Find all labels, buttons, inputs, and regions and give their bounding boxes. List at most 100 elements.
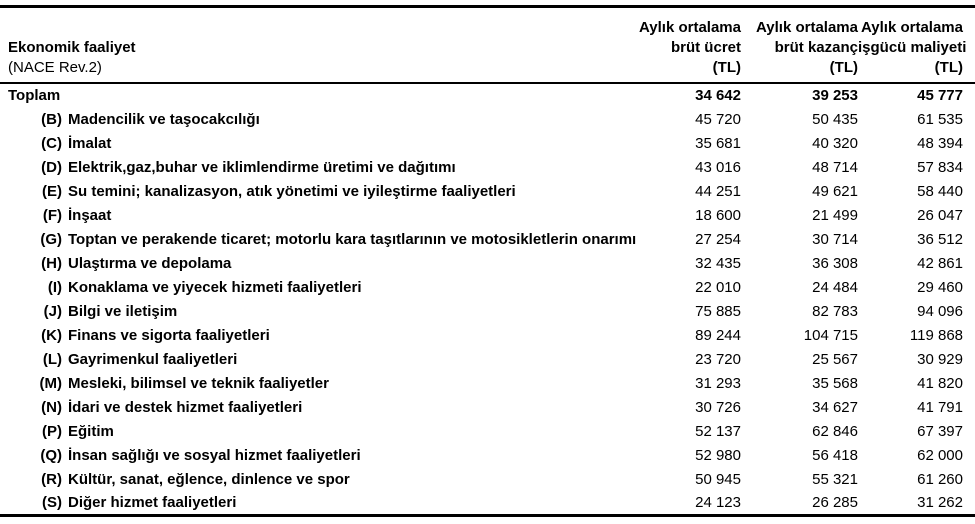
sector-code: (J) [43,302,62,320]
sector-label: Diğer hizmet faaliyetleri [68,493,237,511]
activity-cell: (L) Gayrimenkul faaliyetleri [0,347,624,371]
gross-earnings-value: 21 499 [812,206,858,224]
header-col1-line1: Aylık ortalama [639,19,741,36]
sector-code: (N) [41,398,62,416]
labour-cost-value: 31 262 [917,493,963,511]
gross-wage-value: 31 293 [695,374,741,392]
labour-cost-value: 30 929 [917,350,963,368]
labour-cost-value: 67 397 [917,422,963,440]
activity-cell: (G) Toptan ve perakende ticaret; motorlu … [0,227,636,251]
gross-wage-value: 22 010 [695,278,741,296]
activity-cell: (E) Su temini; kanalizasyon, atık yönetim… [0,179,624,203]
gross-wage-value: 24 123 [695,493,741,511]
gross-earnings-value: 55 321 [812,470,858,488]
sector-label: Elektrik,gaz,buhar ve iklimlendirme üret… [68,158,456,176]
sector-code: (D) [41,158,62,176]
sector-code: (B) [41,110,62,128]
table-row: (N) İdari ve destek hizmet faaliyetleri 3… [0,395,975,419]
labour-cost-value: 94 096 [917,302,963,320]
sector-label: Su temini; kanalizasyon, atık yönetimi v… [68,182,516,200]
sector-label: Madencilik ve taşocakcılığı [68,110,260,128]
sector-code: (G) [40,230,62,248]
table-row: (C) İmalat 35 681 40 320 48 394 [0,131,975,155]
labour-cost-value: 61 260 [917,470,963,488]
gross-earnings-value: 82 783 [812,302,858,320]
sector-label: Konaklama ve yiyecek hizmeti faaliyetler… [68,278,362,296]
gross-earnings-value: 49 621 [812,182,858,200]
sector-code: (S) [42,493,62,511]
gross-wage-value: 23 720 [695,350,741,368]
gross-earnings-value: 35 568 [812,374,858,392]
table-row: (F) İnşaat 18 600 21 499 26 047 [0,203,975,227]
header-col1-line3: (TL) [712,59,741,76]
header-col-labour-cost: Aylık ortalama işgücü maliyeti (TL) [858,6,975,84]
labour-cost-value: 29 460 [917,278,963,296]
header-col2-line3: (TL) [829,59,858,76]
sector-code: (K) [41,326,62,344]
labour-cost-value: 42 861 [917,254,963,272]
sector-code: (C) [41,134,62,152]
table-row: (R) Kültür, sanat, eğlence, dinlence ve s… [0,467,975,491]
sector-code: (E) [42,182,62,200]
header-col-gross-earnings: Aylık ortalama brüt kazanç (TL) [741,6,858,84]
gross-earnings-value: 24 484 [812,278,858,296]
gross-wage-value: 44 251 [695,182,741,200]
gross-wage-value: 45 720 [695,110,741,128]
activity-cell: (K) Finans ve sigorta faaliyetleri [0,323,624,347]
gross-wage-value: 50 945 [695,470,741,488]
table-row: Toplam 34 642 39 253 45 777 [0,83,975,107]
table-row: (H) Ulaştırma ve depolama 32 435 36 308 4… [0,251,975,275]
labour-cost-value: 61 535 [917,110,963,128]
gross-earnings-value: 34 627 [812,398,858,416]
header-economic-activity: Ekonomik faaliyet (NACE Rev.2) [0,6,624,84]
activity-cell: (B) Madencilik ve taşocakcılığı [0,107,624,131]
labour-cost-value: 62 000 [917,446,963,464]
sector-label: Ulaştırma ve depolama [68,254,232,272]
gross-earnings-value: 50 435 [812,110,858,128]
labour-cost-value: 58 440 [917,182,963,200]
activity-cell: (Q) İnsan sağlığı ve sosyal hizmet faaliy… [0,443,624,467]
header-activity-subtitle: (NACE Rev.2) [8,59,102,76]
table-row: (E) Su temini; kanalizasyon, atık yönetim… [0,179,975,203]
table-row: (M) Mesleki, bilimsel ve teknik faaliyetl… [0,371,975,395]
header-col2-line1: Aylık ortalama [756,19,858,36]
table-row: (D) Elektrik,gaz,buhar ve iklimlendirme ü… [0,155,975,179]
activity-cell: (M) Mesleki, bilimsel ve teknik faaliyetl… [0,371,624,395]
gross-earnings-value: 40 320 [812,134,858,152]
activity-cell: (F) İnşaat [0,203,624,227]
sector-label: İnsan sağlığı ve sosyal hizmet faaliyetl… [68,446,361,464]
sector-code: (M) [39,374,63,392]
header-activity-title: Ekonomik faaliyet [8,39,136,56]
gross-wage-value: 75 885 [695,302,741,320]
sector-label: İmalat [68,134,112,152]
labour-cost-value: 57 834 [917,158,963,176]
activity-cell: Toplam [0,83,624,107]
activity-cell: (C) İmalat [0,131,624,155]
header-col3-line3: (TL) [934,59,963,76]
gross-wage-value: 52 137 [695,422,741,440]
gross-earnings-value: 48 714 [812,158,858,176]
sector-label: İdari ve destek hizmet faaliyetleri [68,398,303,416]
activity-cell: (R) Kültür, sanat, eğlence, dinlence ve s… [0,467,624,491]
gross-wage-value: 89 244 [695,326,741,344]
header-col1-line2: brüt ücret [670,39,741,56]
gross-wage-value: 34 642 [695,87,741,104]
gross-earnings-value: 104 715 [803,326,858,344]
gross-earnings-value: 36 308 [812,254,858,272]
sector-code: (Q) [40,446,62,464]
gross-wage-value: 30 726 [695,398,741,416]
labour-cost-value: 26 047 [917,206,963,224]
table-row: (B) Madencilik ve taşocakcılığı 45 720 50… [0,107,975,131]
sector-code: (L) [42,350,62,368]
table-row: (J) Bilgi ve iletişim 75 885 82 783 94 09… [0,299,975,323]
sector-label: İnşaat [68,206,112,224]
activity-cell: (D) Elektrik,gaz,buhar ve iklimlendirme ü… [0,155,624,179]
table-row: (Q) İnsan sağlığı ve sosyal hizmet faaliy… [0,443,975,467]
sector-label: Gayrimenkul faaliyetleri [68,350,238,368]
sector-label: Finans ve sigorta faaliyetleri [68,326,270,344]
activity-cell: (P) Eğitim [0,419,624,443]
activity-cell: (N) İdari ve destek hizmet faaliyetleri [0,395,624,419]
sector-label: Eğitim [68,422,114,440]
gross-wage-value: 52 980 [695,446,741,464]
activity-cell: (H) Ulaştırma ve depolama [0,251,624,275]
